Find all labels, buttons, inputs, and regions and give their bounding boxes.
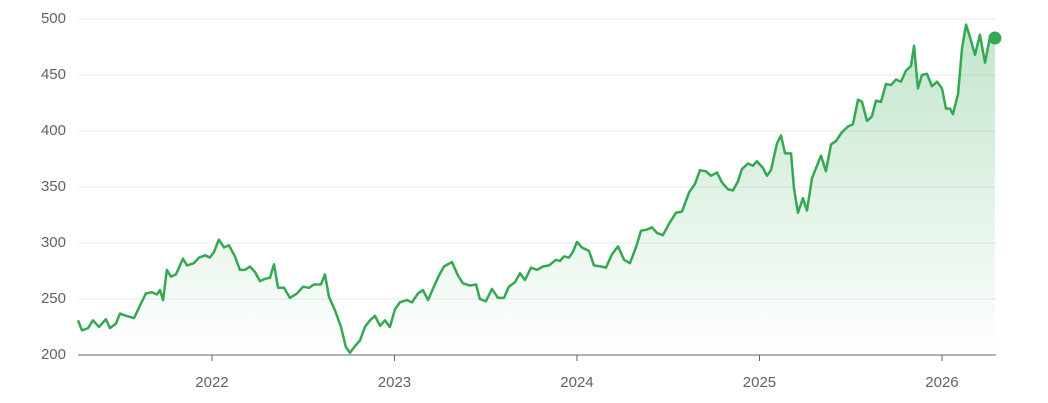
price-line: [76, 23, 996, 355]
x-tick-label: 2022: [195, 374, 228, 391]
y-tick-label: 350: [41, 178, 66, 195]
x-tick-label: 2025: [743, 374, 776, 391]
area-fill: [78, 24, 995, 355]
y-tick-label: 300: [41, 234, 66, 251]
y-tick-label: 400: [41, 122, 66, 139]
y-tick-label: 500: [41, 10, 66, 27]
x-tick-label: 2026: [925, 374, 958, 391]
y-tick-label: 450: [41, 66, 66, 83]
last-point: [988, 31, 1002, 45]
x-tick-label: 2024: [560, 374, 593, 391]
x-tick-label: 2023: [378, 374, 411, 391]
y-tick-label: 200: [41, 346, 66, 363]
y-tick-label: 250: [41, 290, 66, 307]
